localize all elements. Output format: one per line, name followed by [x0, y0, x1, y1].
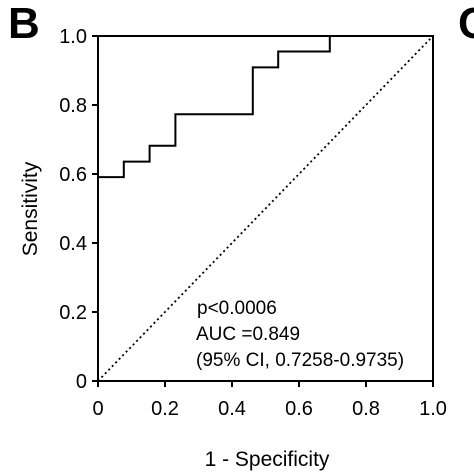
y-tick-label: 0 [76, 371, 87, 393]
annotation-auc: AUC =0.849 [196, 324, 300, 345]
y-tick-label: 0.4 [59, 233, 87, 255]
plot-area: 0 0.2 0.4 0.6 0.8 1.0 0 0.2 0.4 0.6 0.8 1.0 [59, 26, 447, 420]
x-tick-label: 0.8 [352, 398, 380, 420]
y-tick-label: 0.6 [59, 164, 87, 186]
roc-curve [97, 36, 331, 381]
x-tick-label: 0.4 [218, 398, 246, 420]
x-tick-label: 0.6 [285, 398, 313, 420]
x-axis-label: 1 - Specificity [205, 448, 330, 471]
annotation-p-value: p<0.0006 [197, 298, 277, 319]
y-tick-label: 0.2 [59, 302, 87, 324]
x-tick-label: 0 [92, 398, 103, 420]
y-tick-label: 0.8 [59, 95, 87, 117]
y-axis-label: Sensitivity [19, 161, 42, 256]
x-tick-label: 1.0 [419, 398, 447, 420]
panel-letter: B [8, 0, 40, 48]
annotation-confidence-interval: (95% CI, 0.7258-0.9735) [196, 350, 404, 371]
x-tick-label: 0.2 [151, 398, 179, 420]
reference-diagonal-line [97, 35, 434, 382]
y-tick-label: 1.0 [59, 26, 87, 48]
adjacent-panel-letter-fragment: C [458, 0, 474, 48]
